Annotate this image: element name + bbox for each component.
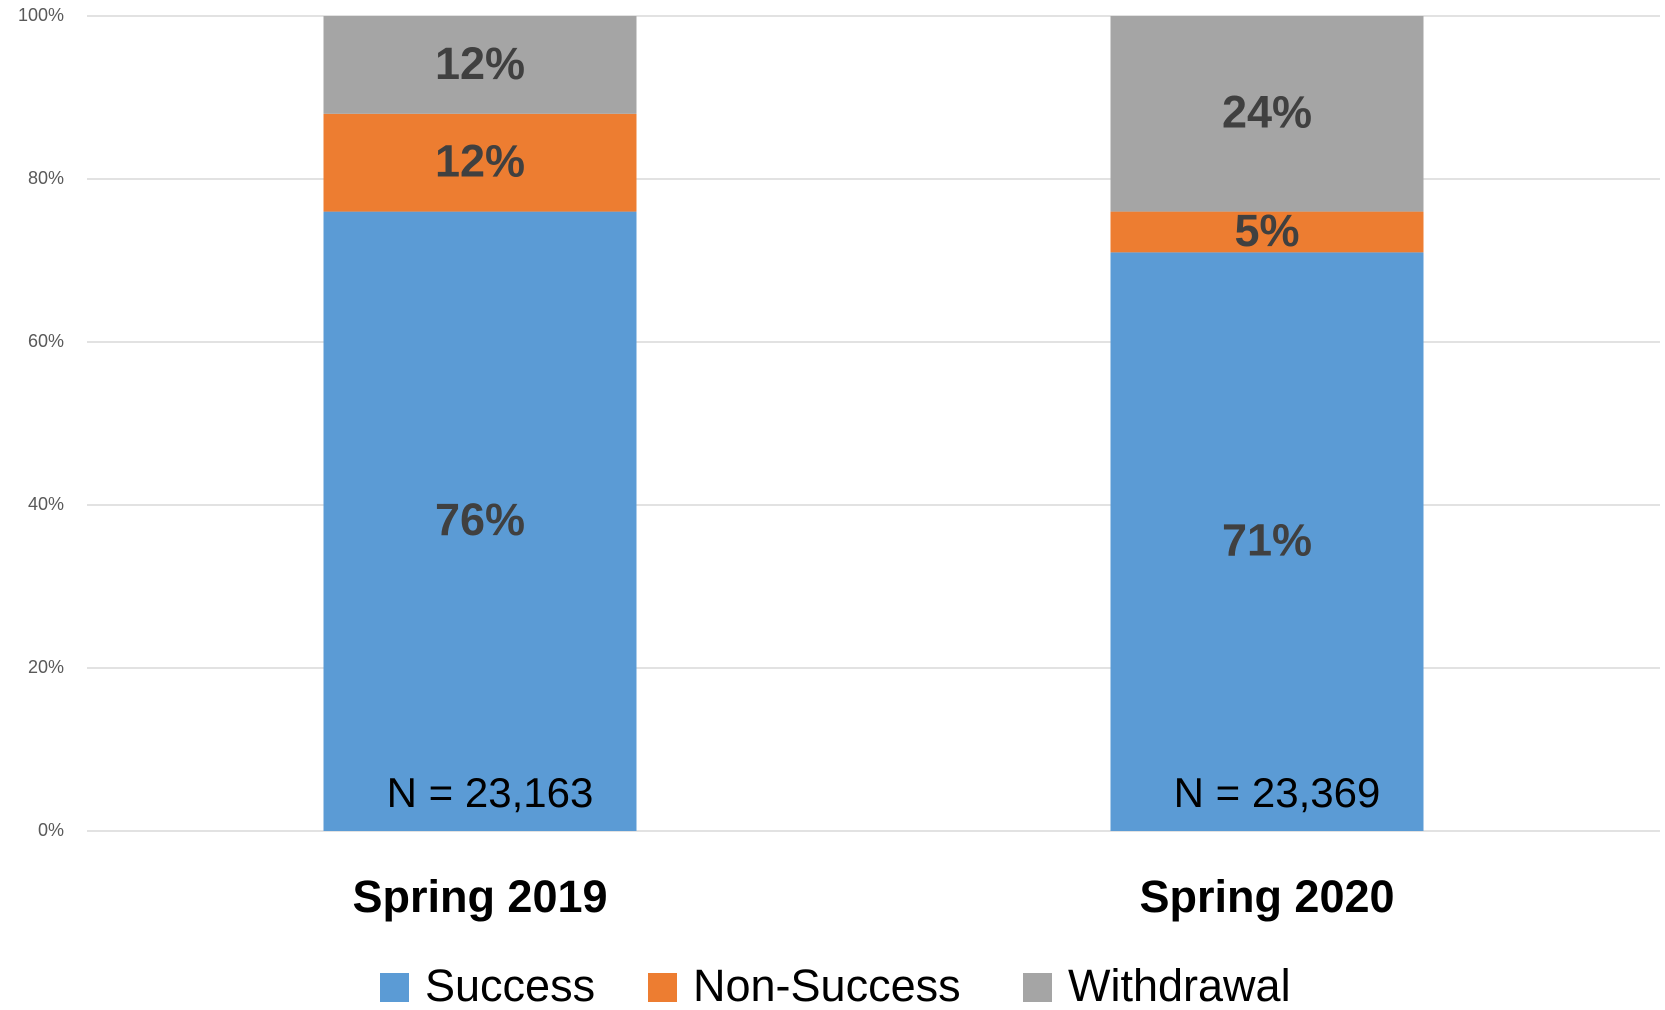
bar-segment — [1110, 16, 1424, 212]
y-tick-label: 20% — [28, 657, 64, 677]
data-label: 76% — [435, 494, 525, 545]
y-tick-label: 0% — [38, 820, 64, 840]
bar-segment — [323, 211, 637, 832]
data-label: 12% — [435, 136, 525, 187]
y-tick-label: 100% — [18, 5, 64, 25]
x-tick-label: Spring 2020 — [1139, 871, 1394, 922]
data-label: 12% — [435, 38, 525, 89]
data-label: 24% — [1222, 87, 1312, 138]
y-tick-label: 40% — [28, 494, 64, 514]
legend-swatch — [1023, 973, 1052, 1002]
bar-segment — [1110, 211, 1424, 253]
x-tick-label: Spring 2019 — [352, 871, 607, 922]
bar-segment — [323, 16, 637, 114]
legend-swatch — [648, 973, 677, 1002]
data-label: 71% — [1222, 515, 1312, 566]
y-tick-label: 60% — [28, 331, 64, 351]
y-tick-label: 80% — [28, 168, 64, 188]
bar-segment — [323, 113, 637, 212]
annotation: N = 23,369 — [1174, 769, 1381, 816]
annotation: N = 23,163 — [387, 769, 594, 816]
legend-label: Withdrawal — [1068, 960, 1291, 1010]
bar-segment — [1110, 252, 1424, 832]
legend-swatch — [380, 973, 409, 1002]
legend-label: Non-Success — [693, 960, 961, 1010]
data-label: 5% — [1234, 205, 1299, 256]
legend-label: Success — [425, 960, 595, 1010]
